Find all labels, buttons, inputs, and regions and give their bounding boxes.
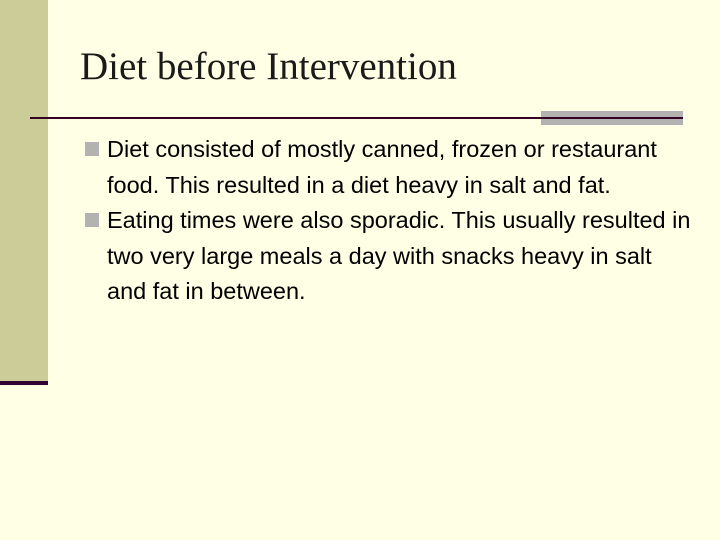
bullet-text: Diet consisted of mostly canned, frozen …	[107, 136, 657, 198]
bullet-list: Diet consisted of mostly canned, frozen …	[84, 132, 694, 310]
slide-title: Diet before Intervention	[80, 45, 457, 88]
bullet-item: Diet consisted of mostly canned, frozen …	[84, 132, 694, 203]
left-decor-bar-end	[0, 381, 48, 385]
left-decor-bar	[0, 0, 48, 382]
title-rule	[30, 117, 683, 119]
square-bullet-icon	[85, 142, 99, 156]
square-bullet-icon	[85, 213, 99, 227]
bullet-text: Eating times were also sporadic. This us…	[107, 207, 691, 304]
bullet-item: Eating times were also sporadic. This us…	[84, 203, 694, 310]
